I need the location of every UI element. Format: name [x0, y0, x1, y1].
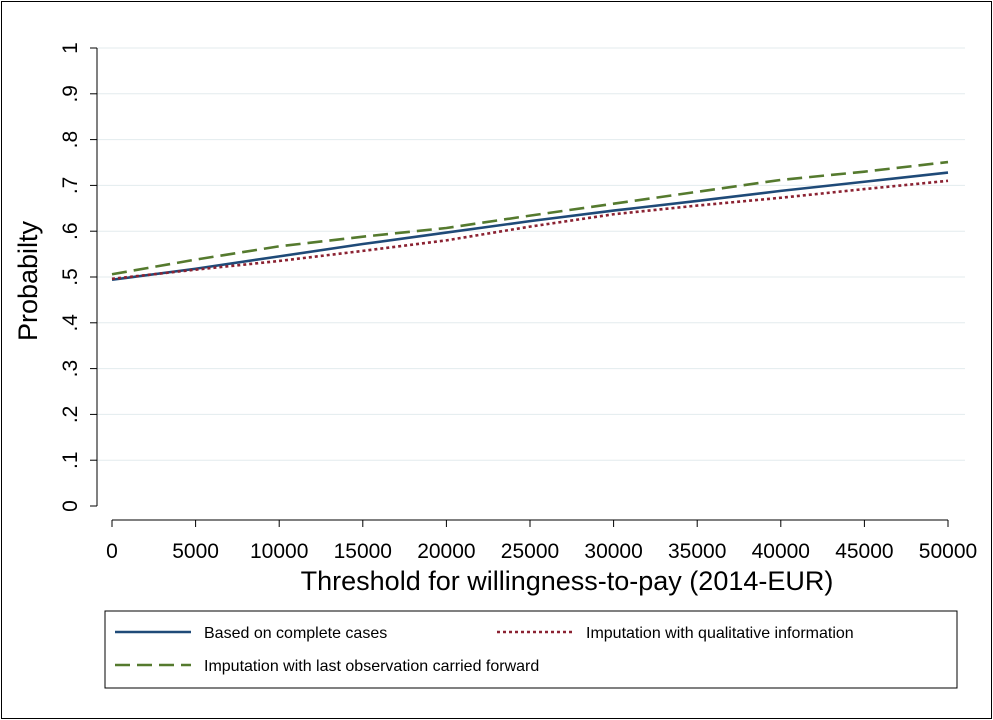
x-tick-label-3: 15000 [334, 540, 392, 563]
x-axis: 0 5000 10000 15000 20000 25000 30000 35000 40000… [106, 520, 977, 563]
y-tick-label-8: .8 [59, 131, 82, 149]
legend-box [104, 610, 958, 689]
x-tick-label-9: 45000 [835, 540, 893, 563]
legend-label-1: Imputation with qualitative information [586, 625, 854, 642]
x-tick-label-8: 40000 [752, 540, 810, 563]
x-tick-label-4: 20000 [417, 540, 475, 563]
x-tick-label-5: 25000 [501, 540, 559, 563]
series-lines [111, 160, 949, 282]
y-tick-label-6: .6 [59, 222, 82, 240]
y-tick-label-9: .9 [59, 85, 82, 103]
legend-label-0: Based on complete cases [204, 625, 387, 642]
y-tick-label-3: .3 [59, 360, 82, 378]
x-tick-label-7: 35000 [668, 540, 726, 563]
legend: Based on complete cases Imputation with q… [104, 610, 958, 689]
y-tick-label-0: 0 [59, 500, 82, 512]
x-tick-label-10: 50000 [919, 540, 977, 563]
y-tick-label-10: 1 [59, 42, 82, 54]
y-axis: 0 .1 .2 .3 .4 .5 .6 .7 .8 .9 1 [59, 42, 97, 512]
y-tick-label-2: .2 [59, 406, 82, 424]
x-axis-title: Threshold for willingness-to-pay (2014-E… [301, 566, 834, 596]
y-axis-title: Probabilty [13, 220, 43, 341]
series-line-0 [111, 171, 949, 282]
series-line-1 [111, 179, 949, 281]
legend-label-2: Imputation with last observation carried… [204, 658, 539, 675]
y-tick-label-7: .7 [59, 177, 82, 195]
y-tick-label-5: .5 [59, 268, 82, 286]
x-tick-label-2: 10000 [250, 540, 308, 563]
y-tick-label-1: .1 [59, 451, 82, 469]
x-tick-label-0: 0 [106, 540, 118, 563]
series-line-2 [111, 160, 949, 276]
x-tick-label-6: 30000 [584, 540, 642, 563]
x-tick-label-1: 5000 [172, 540, 219, 563]
y-tick-label-4: .4 [59, 314, 82, 332]
